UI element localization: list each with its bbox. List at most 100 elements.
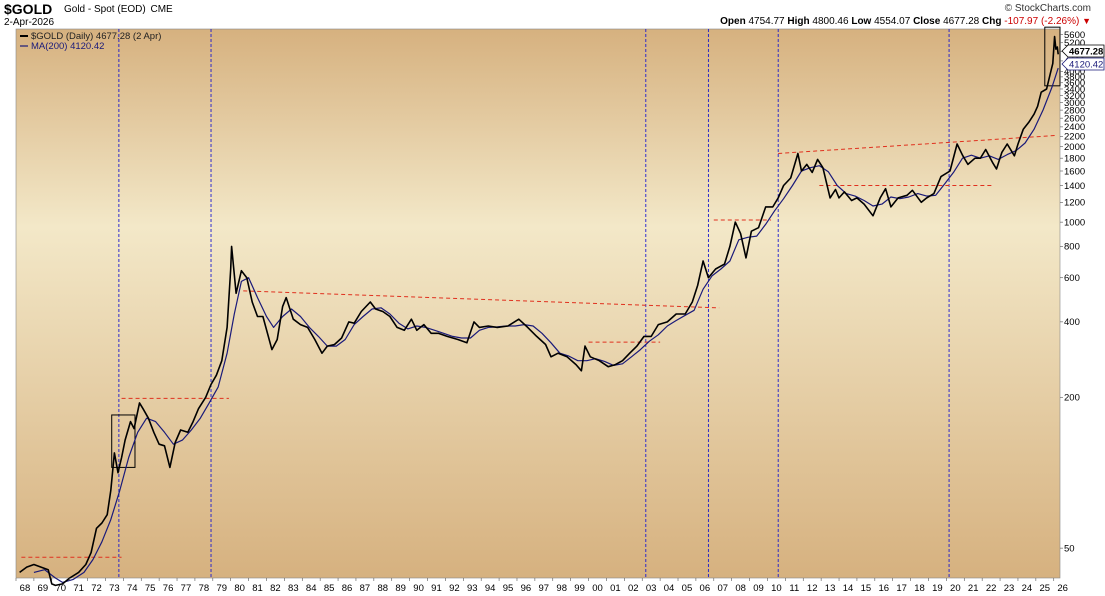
- price-flag-value: 4677.28: [1069, 47, 1103, 58]
- high-label: High: [787, 16, 810, 27]
- close-label: Close: [913, 16, 941, 27]
- x-tick-label-14: 14: [843, 583, 854, 594]
- x-tick-label-73: 73: [109, 583, 120, 594]
- x-tick-label-18: 18: [914, 583, 925, 594]
- x-tick-label-84: 84: [306, 583, 317, 594]
- x-tick-label-07: 07: [717, 583, 728, 594]
- brand-credit[interactable]: © StockCharts.com: [1004, 3, 1091, 14]
- plot-background: [15, 28, 1061, 579]
- y-tick-label-1200: 1200: [1064, 198, 1085, 209]
- x-tick-label-23: 23: [1004, 583, 1015, 594]
- exchange-name: CME: [150, 4, 173, 15]
- y-tick-label-1400: 1400: [1064, 181, 1085, 192]
- x-tick-label-19: 19: [932, 583, 943, 594]
- x-tick-label-76: 76: [163, 583, 174, 594]
- instrument-name: Gold - Spot (EOD): [64, 4, 146, 15]
- x-tick-label-82: 82: [270, 583, 281, 594]
- x-tick-label-78: 78: [199, 583, 210, 594]
- y-tick-label-200: 200: [1064, 393, 1080, 404]
- x-tick-label-93: 93: [467, 583, 478, 594]
- x-tick-label-70: 70: [55, 583, 66, 594]
- x-tick-label-22: 22: [986, 583, 997, 594]
- y-tick-label-3600: 3600: [1064, 78, 1085, 89]
- x-tick-label-83: 83: [288, 583, 299, 594]
- x-tick-label-02: 02: [628, 583, 639, 594]
- ohlc-readout: Open 4754.77 High 4800.46 Low 4554.07 Cl…: [720, 16, 1091, 27]
- x-tick-label-96: 96: [521, 583, 532, 594]
- x-tick-label-26: 26: [1057, 583, 1068, 594]
- chart-subtitle: Gold - Spot (EOD) CME: [64, 4, 173, 15]
- gold-price-line: [19, 35, 1059, 587]
- y-tick-label-5600: 5600: [1064, 30, 1085, 41]
- x-tick-label-92: 92: [449, 583, 460, 594]
- x-tick-label-01: 01: [610, 583, 621, 594]
- x-tick-label-95: 95: [503, 583, 514, 594]
- x-tick-label-72: 72: [91, 583, 102, 594]
- y-tick-label-1600: 1600: [1064, 166, 1085, 177]
- x-tick-label-06: 06: [700, 583, 711, 594]
- y-tick-label-2800: 2800: [1064, 105, 1085, 116]
- x-tick-label-80: 80: [234, 583, 245, 594]
- x-tick-label-98: 98: [556, 583, 567, 594]
- y-tick-label-800: 800: [1064, 242, 1080, 253]
- y-tick-label-3800: 3800: [1064, 72, 1085, 83]
- x-tick-label-10: 10: [771, 583, 782, 594]
- x-tick-label-94: 94: [485, 583, 496, 594]
- ma-flag-value: 4120.42: [1069, 60, 1103, 71]
- x-tick-label-11: 11: [789, 583, 799, 594]
- x-tick-label-86: 86: [342, 583, 353, 594]
- y-tick-label-1800: 1800: [1064, 153, 1085, 164]
- ma200-line: [33, 67, 1059, 583]
- y-tick-label-2600: 2600: [1064, 113, 1085, 124]
- y-tick-label-5200: 5200: [1064, 38, 1085, 49]
- x-tick-label-17: 17: [896, 583, 907, 594]
- trendline-2: [243, 290, 720, 309]
- series-lines: [19, 35, 1059, 587]
- x-tick-label-85: 85: [324, 583, 335, 594]
- x-tick-label-15: 15: [861, 583, 872, 594]
- close-value: 4677.28: [943, 16, 980, 27]
- x-tick-label-88: 88: [377, 583, 388, 594]
- legend: $GOLD (Daily) 4677.28 (2 Apr) MA(200) 41…: [20, 31, 161, 52]
- y-tick-label-3000: 3000: [1064, 98, 1085, 109]
- high-value: 4800.46: [812, 16, 849, 27]
- low-label: Low: [851, 16, 872, 27]
- y-tick-label-2400: 2400: [1064, 122, 1085, 133]
- x-tick-label-68: 68: [20, 583, 31, 594]
- x-tick-label-81: 81: [252, 583, 263, 594]
- x-tick-label-87: 87: [360, 583, 371, 594]
- x-tick-label-25: 25: [1040, 583, 1051, 594]
- x-tick-label-20: 20: [950, 583, 961, 594]
- x-tick-label-21: 21: [968, 583, 979, 594]
- legend-price-label: $GOLD (Daily) 4677.28 (2 Apr): [31, 31, 161, 42]
- y-tick-label-600: 600: [1064, 273, 1080, 284]
- open-label: Open: [720, 16, 746, 27]
- y-tick-label-3200: 3200: [1064, 91, 1085, 102]
- vertical-guides: [118, 29, 950, 578]
- x-tick-label-71: 71: [73, 583, 84, 594]
- symbol-title: $GOLD: [4, 1, 53, 17]
- x-tick-label-13: 13: [825, 583, 836, 594]
- y-tick-label-50: 50: [1064, 543, 1075, 554]
- x-tick-label-77: 77: [181, 583, 192, 594]
- y-tick-label-400: 400: [1064, 317, 1080, 328]
- x-tick-label-74: 74: [127, 583, 138, 594]
- x-tick-label-03: 03: [646, 583, 657, 594]
- x-tick-label-04: 04: [664, 583, 675, 594]
- down-arrow-icon: ▼: [1082, 16, 1091, 26]
- x-tick-label-24: 24: [1022, 583, 1033, 594]
- y-tick-label-4000: 4000: [1064, 67, 1085, 78]
- chg-label: Chg: [982, 16, 1002, 27]
- ma-flag-shape: [1061, 57, 1105, 71]
- y-tick-label-3400: 3400: [1064, 84, 1085, 95]
- last-value-flags: 4677.28 4120.42: [1061, 44, 1105, 71]
- x-tick-label-08: 08: [735, 583, 746, 594]
- legend-ma-label: MA(200) 4120.42: [31, 41, 104, 52]
- x-axis: 68 69 70 71 72 73 74 75 76 77 78 79 80 81 82 83 84 85 86 87…: [15, 578, 1068, 594]
- x-tick-label-79: 79: [216, 583, 227, 594]
- x-tick-label-99: 99: [574, 583, 585, 594]
- price-flag-shape: [1061, 44, 1105, 58]
- x-tick-label-75: 75: [145, 583, 156, 594]
- x-tick-label-91: 91: [431, 583, 442, 594]
